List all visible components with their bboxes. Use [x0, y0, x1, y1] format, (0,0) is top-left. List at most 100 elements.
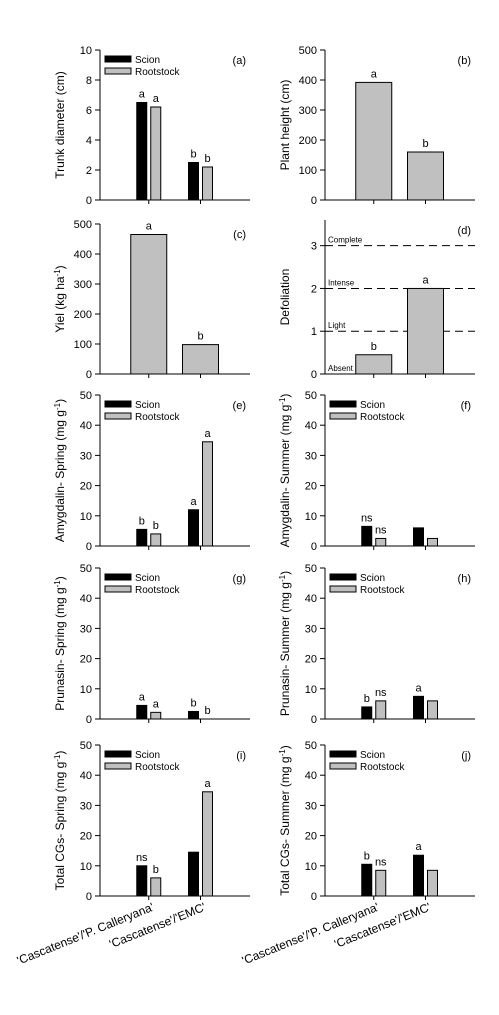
panel-g: a b a b 0 10 20 30 40 50 Prunasin- Spring (mg g-1)…: [53, 563, 250, 726]
legend-swatch: [104, 762, 132, 770]
bar: [202, 166, 213, 201]
significance-label: b: [153, 520, 159, 532]
legend-label: Rootstock: [360, 762, 405, 773]
significance-label: a: [204, 428, 211, 440]
y-tick-label: 300: [299, 105, 317, 117]
significance-label: a: [190, 496, 197, 508]
y-axis-label: Defoliation: [278, 269, 292, 326]
y-tick-label: 40: [305, 770, 317, 782]
significance-label: a: [415, 682, 422, 694]
panel-h: b a ns 0 10 20 30 40 50 Prunasin- Summer (mg g-1)…: [278, 563, 475, 726]
legend-label: Rootstock: [135, 412, 180, 423]
bar: [407, 151, 444, 201]
significance-label: a: [422, 274, 429, 286]
y-tick-label: 30: [80, 623, 92, 635]
panel-label: (d): [458, 225, 471, 237]
y-tick-label: 20: [305, 654, 317, 666]
y-tick-label: 1: [311, 326, 317, 338]
y-tick-label: 50: [305, 563, 317, 575]
panel-label: (g): [233, 573, 246, 585]
panel-a: a b a b 0 2 4 6 8 10 Trunk diameter (cm) (a) ScionRo…: [53, 45, 250, 207]
y-tick-label: 400: [74, 249, 92, 261]
legend-label: Scion: [360, 573, 385, 584]
y-tick-label: 400: [299, 75, 317, 87]
bar: [150, 533, 162, 547]
panel-d: Absent Light Intense Complete b a 0 1 2 3 Defoliat…: [278, 220, 475, 381]
y-tick-label: 30: [80, 800, 92, 812]
bar: [188, 710, 199, 720]
y-axis-label: Plant height (cm): [278, 80, 292, 171]
legend-label: Rootstock: [135, 67, 180, 78]
y-tick-label: 0: [311, 714, 317, 726]
significance-label: a: [153, 93, 160, 105]
y-tick-label: 0: [86, 714, 92, 726]
y-tick-label: 200: [299, 135, 317, 147]
y-axis-label: Total CGs- Summer (mg g-1): [278, 745, 293, 895]
significance-label: b: [153, 864, 159, 876]
y-tick-label: 30: [305, 450, 317, 462]
panel-label: (a): [233, 55, 246, 67]
legend-swatch: [329, 750, 357, 758]
significance-label: a: [139, 691, 146, 703]
y-tick-label: 40: [80, 593, 92, 605]
significance-label: b: [197, 331, 203, 343]
bar: [413, 527, 424, 547]
legend-label: Rootstock: [360, 412, 405, 423]
y-tick-label: 20: [80, 831, 92, 843]
legend-swatch: [329, 585, 357, 593]
bar: [150, 877, 162, 897]
panel-i: nsb a 0 10 20 30 40 50 Total CGs- Spring (mg g-1…: [53, 740, 250, 903]
panel-b: a b 0 100 200 300 400 500 Plant height (cm) (b): [278, 45, 475, 207]
bar: [202, 441, 213, 547]
reference-line-label: Intense: [328, 278, 355, 287]
significance-label: ns: [375, 687, 387, 699]
bar: [375, 700, 387, 720]
legend-label: Scion: [135, 55, 160, 66]
y-tick-label: 50: [305, 740, 317, 752]
legend-label: Rootstock: [360, 585, 405, 596]
y-tick-label: 100: [74, 339, 92, 351]
y-tick-label: 0: [86, 195, 92, 207]
y-tick-label: 6: [86, 105, 92, 117]
y-tick-label: 30: [80, 450, 92, 462]
y-axis-label: Prunasin- Summer (mg g-1): [278, 571, 293, 716]
y-tick-label: 10: [80, 511, 92, 523]
legend-swatch: [104, 55, 132, 63]
panel-label: (j): [461, 750, 471, 762]
y-tick-label: 2: [311, 283, 317, 295]
y-tick-label: 4: [86, 135, 92, 147]
y-tick-label: 8: [86, 75, 92, 87]
reference-line-label: Absent: [328, 364, 354, 373]
legend-swatch: [104, 67, 132, 75]
bar: [150, 106, 162, 201]
y-tick-label: 3: [311, 241, 317, 253]
y-tick-label: 100: [299, 165, 317, 177]
bar: [182, 344, 219, 375]
y-tick-label: 20: [305, 481, 317, 493]
significance-label: b: [371, 341, 377, 353]
bar: [355, 81, 393, 201]
y-tick-label: 40: [80, 770, 92, 782]
y-tick-label: 10: [80, 684, 92, 696]
bar: [413, 695, 424, 720]
y-tick-label: 0: [311, 369, 317, 381]
reference-line-label: Complete: [328, 236, 363, 245]
significance-label: ns: [375, 856, 387, 868]
legend-label: Scion: [360, 400, 385, 411]
bar: [355, 354, 393, 375]
y-tick-label: 50: [80, 740, 92, 752]
bar: [150, 711, 162, 720]
y-tick-label: 40: [305, 420, 317, 432]
significance-label: a: [204, 778, 211, 790]
significance-label: ns: [136, 852, 148, 864]
significance-label: b: [190, 697, 196, 709]
bar: [427, 537, 438, 547]
bar: [136, 528, 148, 547]
bar: [361, 863, 373, 897]
legend-swatch: [104, 585, 132, 593]
y-axis-label: Yiel (kg ha-1): [53, 265, 68, 332]
